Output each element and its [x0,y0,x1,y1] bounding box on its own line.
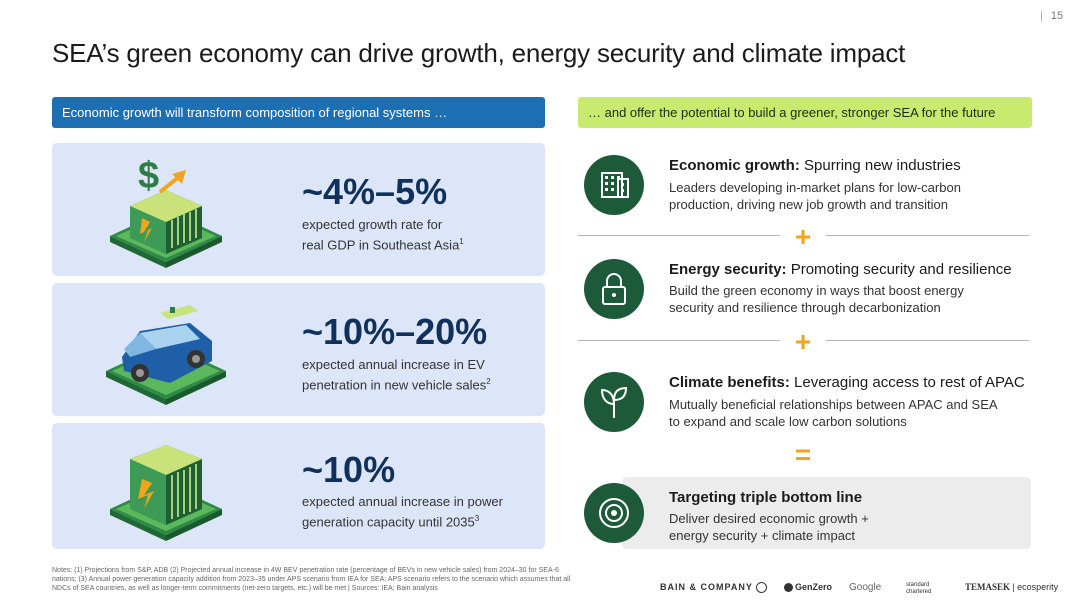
google-logo: Google [849,582,882,593]
plus-operator: + [794,326,812,357]
money-growth-illustration: $ [110,155,222,268]
pillar-energy-security-description: Build the green economy in ways that boo… [669,283,964,315]
divider-line [578,340,780,341]
target-description: Deliver desired economic growth + energy… [669,511,869,543]
left-section-banner: Economic growth will transform compositi… [52,97,545,128]
divider-line [578,235,780,236]
slide-title: SEA’s green economy can drive growth, en… [52,38,906,68]
electric-car-illustration [106,305,226,405]
temasek-logo: TEMASEK | ecosperity [965,582,1059,592]
stat-card-gdp: $ ~4%–5% expected growth rate for real GD… [52,143,545,276]
power-growth-value: ~10% [302,449,396,490]
stat-card-ev: ~10%–20% expected annual increase in EV p… [52,283,545,416]
bain-logo: BAIN & COMPANY [660,582,768,594]
battery-illustration [110,445,222,541]
footnote: Notes: (1) Projections from S&P, ADB (2)… [52,567,571,592]
buildings-icon [584,155,644,215]
svg-text:$: $ [138,155,159,197]
genzero-logo: GenZero [784,582,832,593]
divider-line [826,235,1029,236]
pillar-economic-growth-description: Leaders developing in-market plans for l… [669,180,961,212]
gdp-growth-description: expected growth rate for real GDP in Sout… [302,217,464,253]
gdp-growth-value: ~4%–5% [302,171,448,212]
plus-operator: + [794,221,812,252]
divider-line [826,340,1029,341]
triple-bottom-line-box [622,477,1031,549]
ev-growth-description: expected annual increase in EV penetratio… [302,357,491,393]
stat-card-power: ~10% expected annual increase in power ge… [52,423,545,549]
footnote-ref: 1 [459,237,464,246]
target-title: Targeting triple bottom line [669,489,863,506]
lock-icon [584,259,644,319]
sprout-icon [584,372,644,432]
pillar-energy-security-title: Energy security: Promoting security and … [669,261,1012,278]
pillar-economic-growth-title: Economic growth: Spurring new industries [669,157,961,174]
page-number: | 15 [1040,10,1064,22]
footnote-ref: 3 [474,514,480,523]
pillar-climate-benefits-description: Mutually beneficial relationships betwee… [669,397,997,429]
footnote-ref: 2 [486,377,491,386]
target-icon [584,483,644,543]
power-growth-description: expected annual increase in power generat… [302,494,503,530]
ev-growth-value: ~10%–20% [302,311,488,352]
standard-chartered-logo: standard chartered [906,582,932,595]
pillar-climate-benefits-title: Climate benefits: Leveraging access to r… [669,374,1025,391]
equals-operator: = [794,439,812,470]
right-section-banner: … and offer the potential to build a gre… [578,97,1032,128]
